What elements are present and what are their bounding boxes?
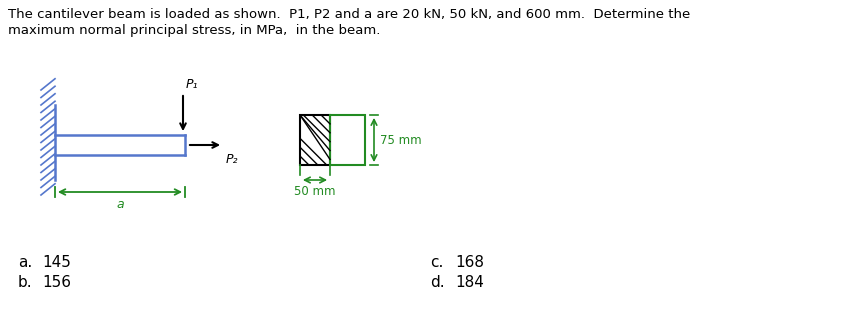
Text: c.: c. bbox=[430, 255, 444, 270]
Text: b.: b. bbox=[18, 275, 33, 290]
Text: P₁: P₁ bbox=[186, 78, 199, 91]
Bar bbox=[300, 115, 330, 165]
Text: 168: 168 bbox=[455, 255, 484, 270]
Text: 75 mm: 75 mm bbox=[380, 134, 422, 147]
Bar bbox=[330, 115, 365, 165]
Text: maximum normal principal stress, in MPa,  in the beam.: maximum normal principal stress, in MPa,… bbox=[8, 24, 381, 37]
Text: The cantilever beam is loaded as shown.  P1, P2 and a are 20 kN, 50 kN, and 600 : The cantilever beam is loaded as shown. … bbox=[8, 8, 690, 21]
Text: 156: 156 bbox=[42, 275, 71, 290]
Text: a.: a. bbox=[18, 255, 32, 270]
Text: 184: 184 bbox=[455, 275, 484, 290]
Text: a: a bbox=[116, 198, 124, 211]
Text: P₂: P₂ bbox=[226, 153, 238, 166]
Text: 50 mm: 50 mm bbox=[294, 185, 336, 198]
Text: d.: d. bbox=[430, 275, 445, 290]
Text: 145: 145 bbox=[42, 255, 71, 270]
